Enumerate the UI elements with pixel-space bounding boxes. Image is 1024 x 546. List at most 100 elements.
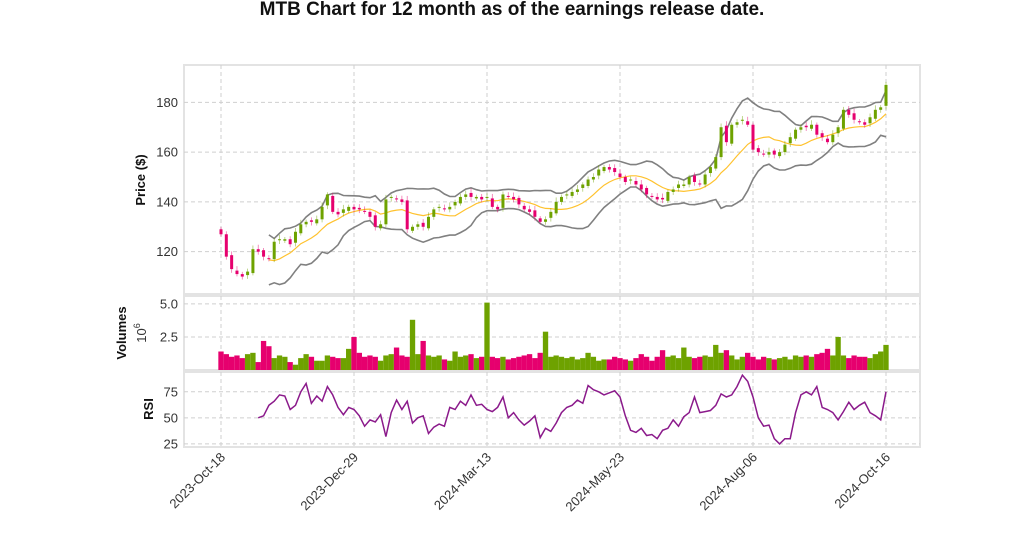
candle-body	[458, 196, 462, 204]
candle-body	[283, 239, 287, 241]
volume-bar	[638, 354, 644, 370]
panel-frames	[183, 64, 921, 448]
candle-body	[788, 137, 792, 144]
volume-bar	[239, 358, 245, 370]
volume-bar	[351, 336, 357, 370]
candle-body	[485, 196, 489, 198]
volume-bar	[862, 356, 868, 370]
moving-average-line	[268, 113, 887, 262]
candle-body	[363, 210, 367, 212]
candle-body	[395, 198, 399, 200]
candle-body	[389, 196, 393, 198]
volume-bar	[803, 355, 809, 370]
volume-bar	[814, 354, 820, 370]
volume-bar	[654, 356, 660, 370]
candle-body	[267, 258, 271, 260]
volume-bar	[755, 359, 761, 370]
candle-body	[724, 125, 728, 143]
candle-body	[299, 224, 303, 234]
candle-body	[336, 211, 340, 215]
candle-body	[767, 152, 771, 155]
candle-body	[661, 197, 665, 200]
volume-bar	[840, 355, 847, 370]
volume-bar	[510, 358, 517, 370]
candle-body	[549, 211, 553, 218]
volume-bar	[713, 344, 719, 370]
volume-bar	[228, 356, 235, 370]
candle-body	[416, 224, 420, 227]
volume-bar	[436, 355, 442, 370]
volume-bar	[686, 356, 692, 370]
volume-bar	[521, 355, 527, 370]
volume-bar	[856, 356, 863, 370]
volume-offset-label: 106	[132, 323, 149, 342]
volume-bar	[798, 356, 804, 370]
candle-body	[857, 121, 861, 123]
candle-body	[293, 231, 297, 243]
candle-body	[825, 138, 829, 143]
candle-body	[623, 177, 627, 182]
volume-bar	[675, 358, 682, 370]
volume-bar	[505, 359, 511, 370]
volume-bar	[425, 355, 432, 370]
volume-bar	[771, 359, 777, 370]
y-tick-label: 50	[164, 410, 178, 425]
candle-body	[565, 194, 569, 196]
volume-bar	[452, 351, 458, 370]
candles	[219, 81, 888, 280]
candle-body	[469, 192, 473, 197]
candle-body	[512, 196, 516, 200]
candle-body	[490, 198, 494, 207]
candle-body	[448, 206, 452, 210]
volume-bar	[878, 351, 884, 370]
volume-bar	[377, 360, 384, 370]
candle-body	[544, 219, 548, 222]
volume-bar	[372, 356, 378, 370]
candle-body	[517, 197, 521, 205]
volume-bar	[542, 331, 549, 370]
candle-body	[400, 199, 404, 202]
volume-bar	[580, 358, 586, 370]
volume-bar	[255, 362, 261, 370]
volume-bar	[553, 355, 559, 370]
candle-body	[278, 239, 282, 241]
volume-bar	[670, 355, 676, 370]
candle-body	[432, 209, 436, 217]
candle-body	[847, 109, 851, 115]
volume-bar	[526, 354, 533, 370]
volume-bar	[431, 356, 437, 370]
candle-body	[421, 222, 425, 227]
candle-body	[437, 206, 441, 208]
candle-body	[373, 215, 377, 227]
candle-body	[810, 124, 814, 129]
volume-bar	[819, 352, 825, 370]
volume-bar	[851, 355, 857, 370]
candle-body	[836, 127, 840, 134]
volume-bar	[314, 360, 320, 370]
volume-bar	[776, 358, 783, 370]
volume-bar	[234, 355, 240, 370]
candle-body	[474, 196, 478, 199]
volume-bar	[399, 355, 405, 370]
y-tick-label: 2.5	[160, 329, 178, 344]
candle-body	[703, 174, 707, 185]
candle-body	[235, 270, 239, 275]
volume-bar	[250, 352, 256, 370]
volume-bar	[457, 356, 464, 370]
volume-bar	[782, 356, 788, 370]
volume-bar	[330, 356, 336, 370]
volume-bar	[489, 356, 495, 370]
candle-body	[852, 113, 856, 120]
volume-ylabel: Volumes	[114, 306, 129, 359]
chart-title: MTB Chart for 12 month as of the earning…	[259, 0, 765, 20]
volume-bar	[266, 346, 272, 370]
candle-body	[655, 196, 659, 200]
volume-bar	[282, 356, 288, 370]
volume-bar	[585, 352, 591, 370]
volume-bar	[617, 358, 623, 370]
candle-body	[464, 194, 468, 197]
candle-body	[639, 184, 643, 190]
candle-body	[868, 117, 872, 124]
candle-body	[341, 209, 345, 213]
candle-body	[251, 249, 255, 274]
